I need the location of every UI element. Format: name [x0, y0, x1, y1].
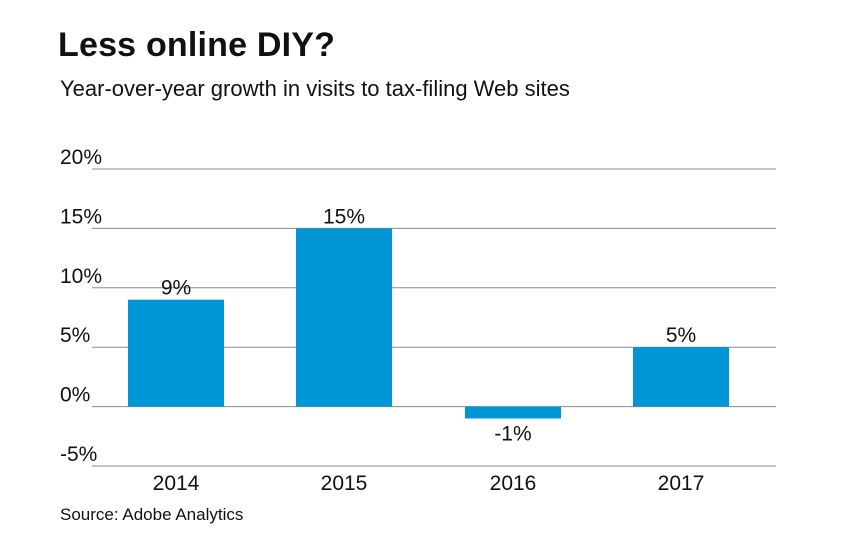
chart-title: Less online DIY?: [58, 26, 336, 64]
bar-2014: [128, 299, 224, 407]
data-label-2015: 15%: [323, 205, 365, 228]
y-tick-label: -5%: [60, 443, 97, 466]
y-axis-tick-labels: 20% 15% 10% 5% 0% -5%: [60, 146, 102, 466]
y-tick-label: 5%: [60, 324, 90, 347]
x-tick-label-2015: 2015: [321, 472, 368, 495]
data-label-2017: 5%: [666, 324, 696, 347]
chart-subtitle: Year-over-year growth in visits to tax-f…: [60, 76, 570, 101]
data-labels: 9% 15% -1% 5%: [161, 205, 696, 445]
y-tick-label: 0%: [60, 384, 90, 407]
y-tick-label: 15%: [60, 205, 102, 228]
data-label-2016: -1%: [494, 422, 531, 445]
x-tick-label-2016: 2016: [490, 472, 537, 495]
y-tick-label: 10%: [60, 265, 102, 288]
x-tick-label-2014: 2014: [153, 472, 200, 495]
bar-2015: [296, 228, 392, 407]
data-label-2014: 9%: [161, 277, 191, 300]
source-note: Source: Adobe Analytics: [60, 505, 244, 524]
x-tick-label-2017: 2017: [658, 472, 705, 495]
bars: [128, 228, 729, 419]
bar-2017: [633, 347, 729, 407]
bar-2016: [465, 406, 561, 419]
y-tick-label: 20%: [60, 146, 102, 169]
x-axis-tick-labels: 2014 2015 2016 2017: [153, 472, 705, 495]
